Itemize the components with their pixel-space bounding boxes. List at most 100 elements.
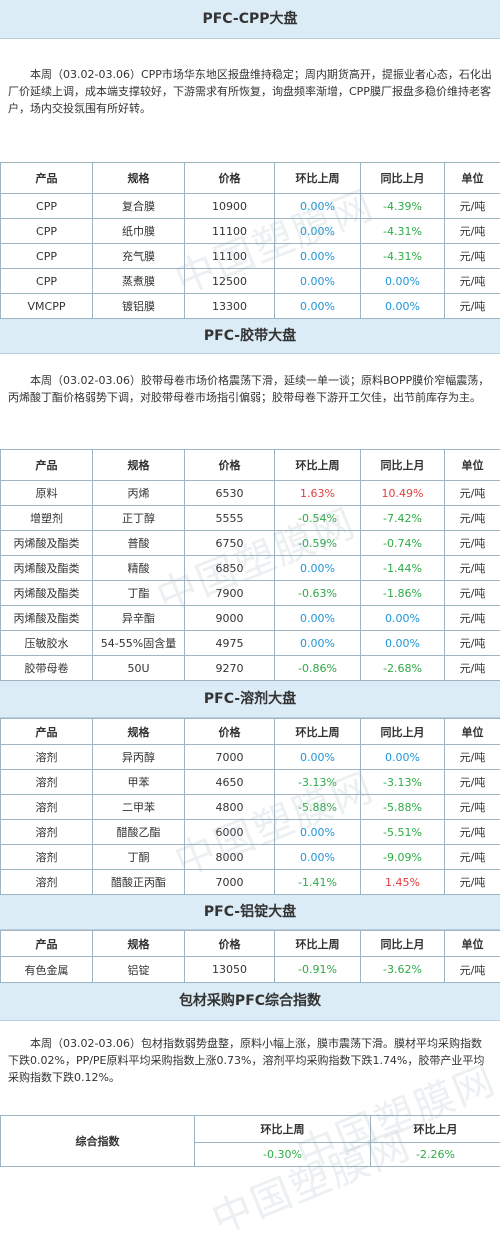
cell-wow: -0.91% xyxy=(275,957,361,983)
cell-mom: -9.09% xyxy=(361,845,445,870)
cell-price: 4650 xyxy=(185,770,275,795)
cell-mom: -4.39% xyxy=(361,194,445,219)
composite-summary: 本周（03.02-03.06）包材指数弱势盘整，原料小幅上涨，膜市震荡下滑。膜材… xyxy=(0,1035,500,1089)
cell-wow: -0.59% xyxy=(275,531,361,556)
cell-mom: -5.51% xyxy=(361,820,445,845)
cell-price: 12500 xyxy=(185,269,275,294)
column-header: 价格 xyxy=(185,931,275,957)
cell-price: 4800 xyxy=(185,795,275,820)
cell-mom: -1.86% xyxy=(361,581,445,606)
cell-price: 11100 xyxy=(185,244,275,269)
cell-spec: 充气膜 xyxy=(93,244,185,269)
cell-wow: -3.13% xyxy=(275,770,361,795)
cell-price: 8000 xyxy=(185,845,275,870)
cell-unit: 元/吨 xyxy=(445,481,500,506)
cell-wow: 0.00% xyxy=(275,269,361,294)
column-header: 规格 xyxy=(93,450,185,481)
cell-price: 6530 xyxy=(185,481,275,506)
cell-product: CPP xyxy=(1,219,93,244)
cell-spec: 正丁醇 xyxy=(93,506,185,531)
cell-product: 溶剂 xyxy=(1,845,93,870)
cell-unit: 元/吨 xyxy=(445,244,500,269)
column-header: 价格 xyxy=(185,450,275,481)
cell-spec: 普酸 xyxy=(93,531,185,556)
cell-price: 6850 xyxy=(185,556,275,581)
cell-spec: 丙烯 xyxy=(93,481,185,506)
cell-spec: 二甲苯 xyxy=(93,795,185,820)
cell-spec: 纸巾膜 xyxy=(93,219,185,244)
cell-price: 7000 xyxy=(185,870,275,895)
column-header: 价格 xyxy=(185,719,275,745)
cell-product: 溶剂 xyxy=(1,770,93,795)
cell-product: 增塑剂 xyxy=(1,506,93,531)
cell-price: 6000 xyxy=(185,820,275,845)
cell-unit: 元/吨 xyxy=(445,820,500,845)
cell-price: 7000 xyxy=(185,745,275,770)
column-header: 环比上周 xyxy=(275,450,361,481)
column-header: 规格 xyxy=(93,163,185,194)
cell-spec: 镀铝膜 xyxy=(93,294,185,319)
cell-wow: -0.86% xyxy=(275,656,361,681)
cell-unit: 元/吨 xyxy=(445,581,500,606)
cpp-summary: 本周（03.02-03.06）CPP市场华东地区报盘维持稳定；周内期货高开，提振… xyxy=(0,66,500,126)
cell-wow: 0.00% xyxy=(275,745,361,770)
cell-unit: 元/吨 xyxy=(445,770,500,795)
column-header: 环比上周 xyxy=(275,163,361,194)
cell-mom: -2.68% xyxy=(361,656,445,681)
cell-wow: 0.00% xyxy=(275,606,361,631)
cell-mom: 1.45% xyxy=(361,870,445,895)
column-header: 规格 xyxy=(93,931,185,957)
cell-unit: 元/吨 xyxy=(445,556,500,581)
composite-col-wow: 环比上周 xyxy=(195,1116,371,1143)
cell-wow: -5.88% xyxy=(275,795,361,820)
cell-wow: 0.00% xyxy=(275,845,361,870)
column-header: 单位 xyxy=(445,163,500,194)
cell-wow: 0.00% xyxy=(275,820,361,845)
cell-unit: 元/吨 xyxy=(445,294,500,319)
cell-wow: -0.63% xyxy=(275,581,361,606)
composite-mom-value: -2.26% xyxy=(371,1143,500,1167)
cell-wow: 0.00% xyxy=(275,556,361,581)
cell-price: 4975 xyxy=(185,631,275,656)
cell-spec: 50U xyxy=(93,656,185,681)
cell-product: 原料 xyxy=(1,481,93,506)
cell-spec: 蒸煮膜 xyxy=(93,269,185,294)
cell-price: 9000 xyxy=(185,606,275,631)
composite-wow-value: -0.30% xyxy=(195,1143,371,1167)
cell-mom: -0.74% xyxy=(361,531,445,556)
cpp-section-title: PFC-CPP大盘 xyxy=(0,0,500,39)
cell-product: 溶剂 xyxy=(1,820,93,845)
cell-mom: 0.00% xyxy=(361,294,445,319)
cell-product: 丙烯酸及酯类 xyxy=(1,531,93,556)
tape-summary: 本周（03.02-03.06）胶带母卷市场价格震荡下滑，延续一单一谈；原料BOP… xyxy=(0,372,500,424)
cell-wow: 0.00% xyxy=(275,294,361,319)
cell-wow: 0.00% xyxy=(275,219,361,244)
composite-table: 综合指数 环比上周 环比上月 -0.30% -2.26% xyxy=(0,1115,500,1167)
cell-unit: 元/吨 xyxy=(445,845,500,870)
table-header-row: 产品规格价格环比上周同比上月单位 xyxy=(1,719,500,745)
column-header: 单位 xyxy=(445,719,500,745)
cell-product: 丙烯酸及酯类 xyxy=(1,556,93,581)
cell-mom: -1.44% xyxy=(361,556,445,581)
column-header: 单位 xyxy=(445,931,500,957)
cell-spec: 甲苯 xyxy=(93,770,185,795)
cell-unit: 元/吨 xyxy=(445,745,500,770)
column-header: 产品 xyxy=(1,450,93,481)
